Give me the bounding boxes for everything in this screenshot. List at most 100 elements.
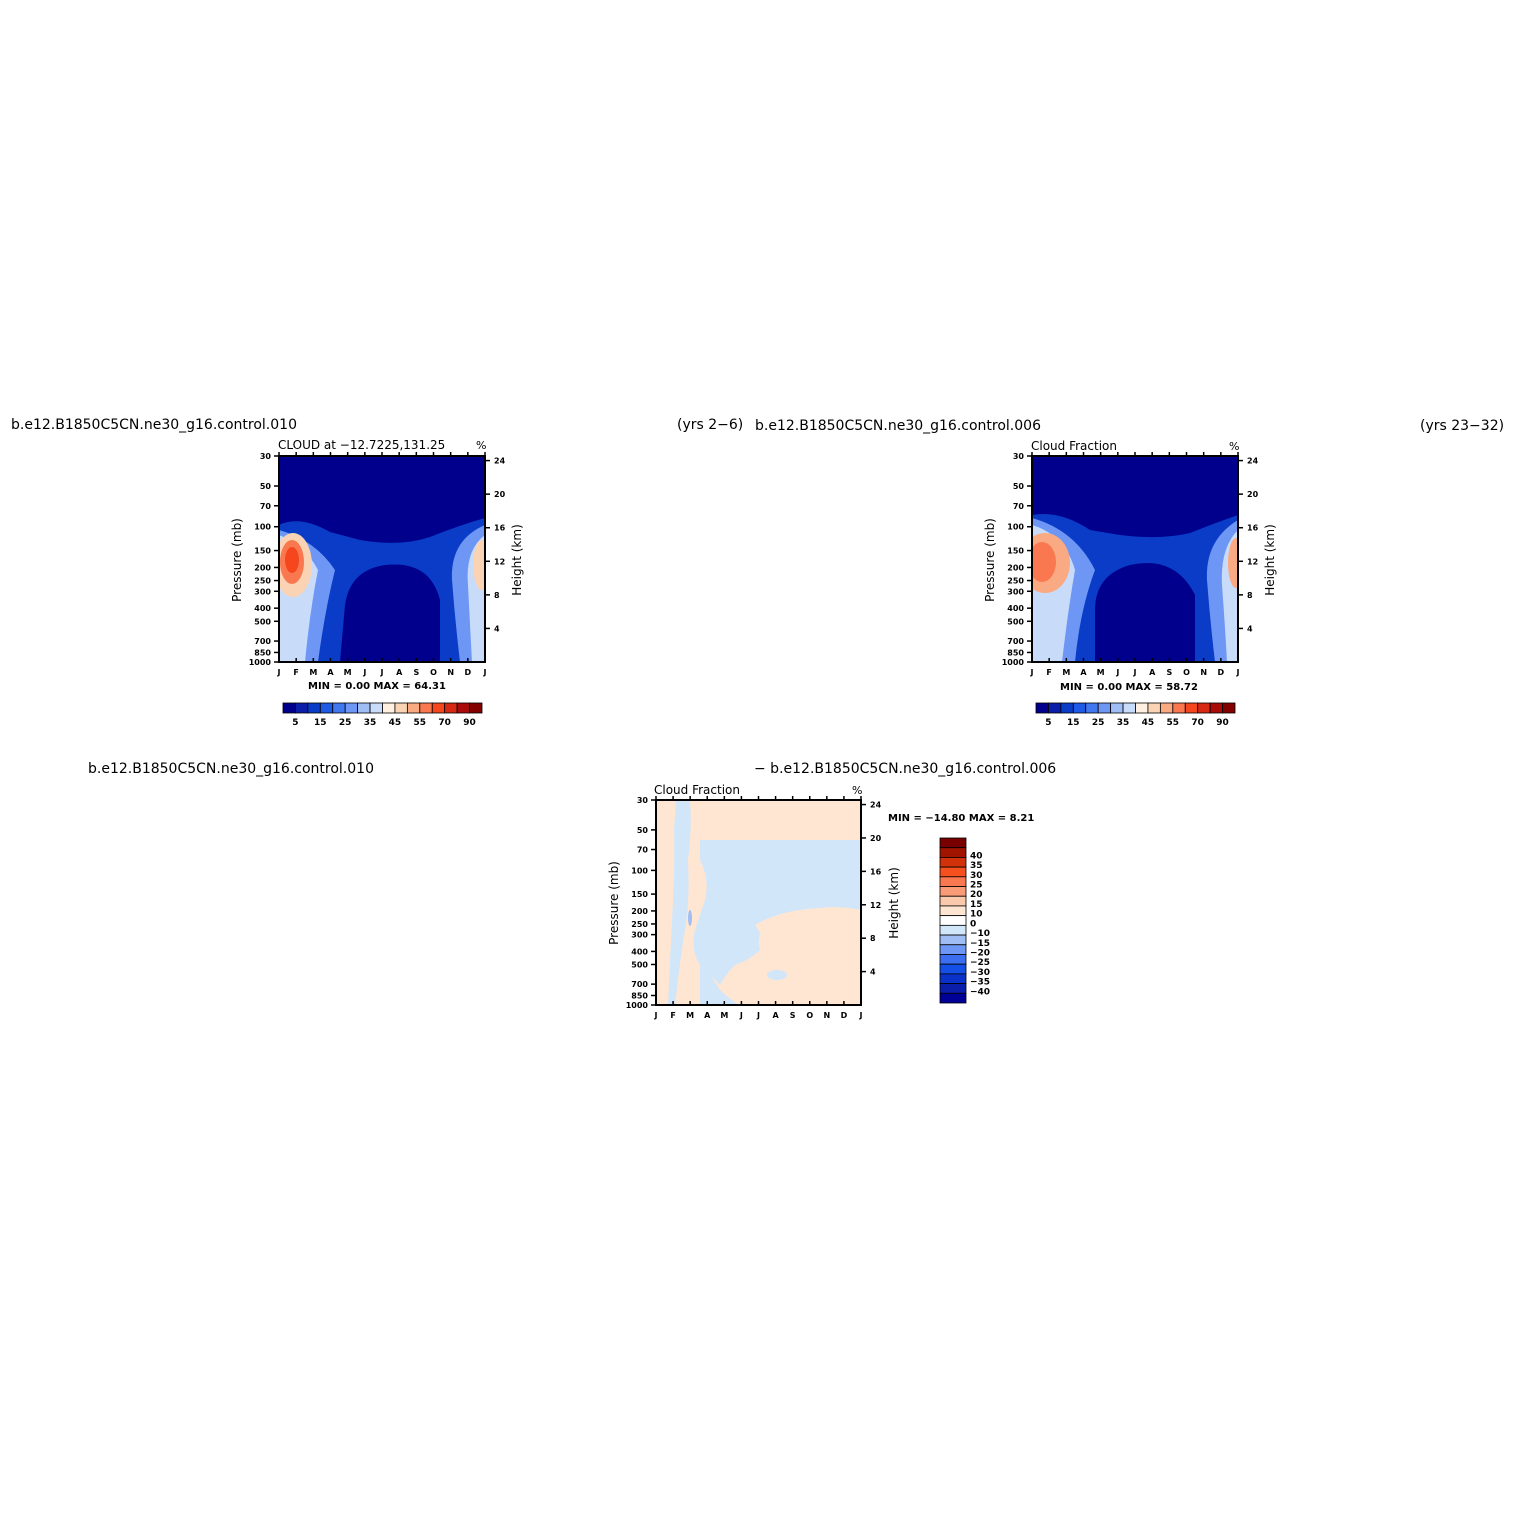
colorbar-label: 25 [970, 881, 983, 891]
top-right-years-label: (yrs 23−32) [1420, 418, 1504, 434]
panel-3-ylabel-right: Height (km) [887, 867, 901, 938]
panel-1: CLOUD at −12.7225,131.25 % Pressure [230, 438, 524, 728]
y-tick-label: 30 [637, 796, 649, 805]
panel-1-title: CLOUD at −12.7225,131.25 [278, 438, 445, 452]
y-tick-label: 400 [1007, 604, 1024, 613]
top-left-years-label: (yrs 2−6) [677, 417, 743, 433]
colorbar-swatch [1035, 702, 1049, 714]
x-tick-label: J [1133, 668, 1137, 677]
y-tick-label: 150 [631, 890, 648, 899]
y-right-tick-label: 8 [870, 934, 876, 943]
panel-2-colorbar: 5 15 25 35 45 55 70 90 [1035, 702, 1236, 728]
colorbar-swatch [1197, 702, 1211, 714]
colorbar-swatch [1135, 702, 1149, 714]
colorbar-swatch [939, 837, 967, 849]
y-right-tick-label: 12 [494, 557, 505, 566]
colorbar-label: 5 [292, 718, 298, 728]
x-tick-label: N [1200, 668, 1207, 677]
y-tick-label: 30 [1013, 452, 1025, 461]
top-left-case-label: b.e12.B1850C5CN.ne30_g16.control.010 [11, 417, 297, 433]
colorbar-swatch [394, 702, 408, 714]
panel-3-contour-neg-left-strip [668, 800, 691, 1005]
colorbar-label: −25 [970, 958, 990, 968]
x-tick-label: S [790, 1011, 796, 1020]
y-tick-label: 500 [254, 617, 271, 626]
y-right-tick-label: 4 [494, 624, 500, 633]
panel-1-ylabel: Pressure (mb) [230, 518, 244, 602]
panel-3-axes: J F M A M J J A S O N D J305070100150200250300400500… [626, 796, 882, 1020]
x-tick-label: D [465, 668, 472, 677]
colorbar-label: 10 [970, 910, 983, 920]
panel-2-title: Cloud Fraction [1031, 439, 1117, 453]
panel-2-contour-right-3 [1228, 538, 1238, 588]
x-tick-label: D [841, 1011, 848, 1020]
panel-3-contour-neg-main [693, 840, 861, 985]
x-tick-label: S [413, 668, 419, 677]
x-tick-label: A [772, 1011, 779, 1020]
colorbar-label: −15 [970, 939, 990, 949]
colorbar-swatch [1048, 702, 1062, 714]
x-tick-label: O [806, 1011, 813, 1020]
y-right-tick-label: 16 [1247, 524, 1259, 533]
panel-2-units: % [1229, 440, 1239, 453]
panel-1-units: % [476, 439, 486, 452]
panel-3-units: % [852, 784, 862, 797]
colorbar-swatch [939, 934, 967, 946]
y-tick-label: 150 [254, 547, 271, 556]
panel-1-colorbar: 5 15 25 35 45 55 70 90 [282, 702, 483, 728]
y-tick-label: 700 [1007, 637, 1024, 646]
colorbar-swatch [939, 886, 967, 897]
y-tick-label: 250 [254, 577, 271, 586]
y-right-tick-label: 24 [494, 457, 506, 466]
colorbar-swatch [939, 924, 967, 936]
colorbar-label: 55 [414, 718, 427, 728]
colorbar-swatch [1097, 702, 1112, 714]
y-right-tick-label: 12 [1247, 557, 1258, 566]
x-tick-label: F [670, 1011, 675, 1020]
y-tick-label: 30 [260, 452, 272, 461]
panel-3-contour-pos-right-blob [747, 907, 861, 1005]
colorbar-swatch [307, 702, 321, 714]
colorbar-swatch [382, 702, 396, 714]
colorbar-swatch [1222, 702, 1236, 714]
x-tick-label: A [1149, 668, 1156, 677]
colorbar-swatch [444, 702, 458, 714]
y-tick-label: 850 [1007, 648, 1024, 657]
colorbar-swatch [469, 702, 483, 714]
colorbar-swatch [939, 895, 967, 907]
colorbar-swatch [431, 702, 446, 714]
y-tick-label: 100 [1007, 523, 1024, 532]
panel-3-plot-area [655, 799, 862, 1006]
x-tick-label: J [859, 1011, 863, 1020]
x-tick-label: D [1218, 668, 1225, 677]
y-tick-label: 200 [1007, 563, 1024, 572]
y-tick-label: 70 [260, 502, 272, 511]
y-tick-label: 300 [631, 931, 648, 940]
y-tick-label: 70 [1013, 502, 1025, 511]
colorbar-swatch [319, 702, 334, 714]
x-tick-label: M [1097, 668, 1105, 677]
x-tick-label: M [686, 1011, 694, 1020]
x-tick-label: J [1030, 668, 1034, 677]
colorbar-label: 20 [970, 890, 983, 900]
x-tick-label: M [344, 668, 352, 677]
colorbar-label: −10 [970, 929, 990, 939]
y-right-tick-label: 20 [494, 490, 506, 499]
colorbar-swatch [939, 866, 967, 878]
colorbar-swatch [939, 847, 967, 858]
colorbar-swatch [1147, 702, 1161, 714]
y-right-tick-label: 12 [870, 901, 881, 910]
x-tick-label: O [1183, 668, 1190, 677]
panel-2-contours [1032, 456, 1238, 662]
panel-3-contour-neg-small-2 [688, 910, 692, 926]
y-tick-label: 250 [1007, 577, 1024, 586]
colorbar-swatch [1209, 702, 1223, 714]
x-tick-label: F [293, 668, 298, 677]
y-tick-label: 100 [631, 866, 648, 875]
colorbar-swatch [939, 983, 967, 994]
y-right-tick-label: 4 [870, 968, 876, 977]
colorbar-swatch [1072, 702, 1087, 714]
colorbar-label: 55 [1167, 718, 1180, 728]
